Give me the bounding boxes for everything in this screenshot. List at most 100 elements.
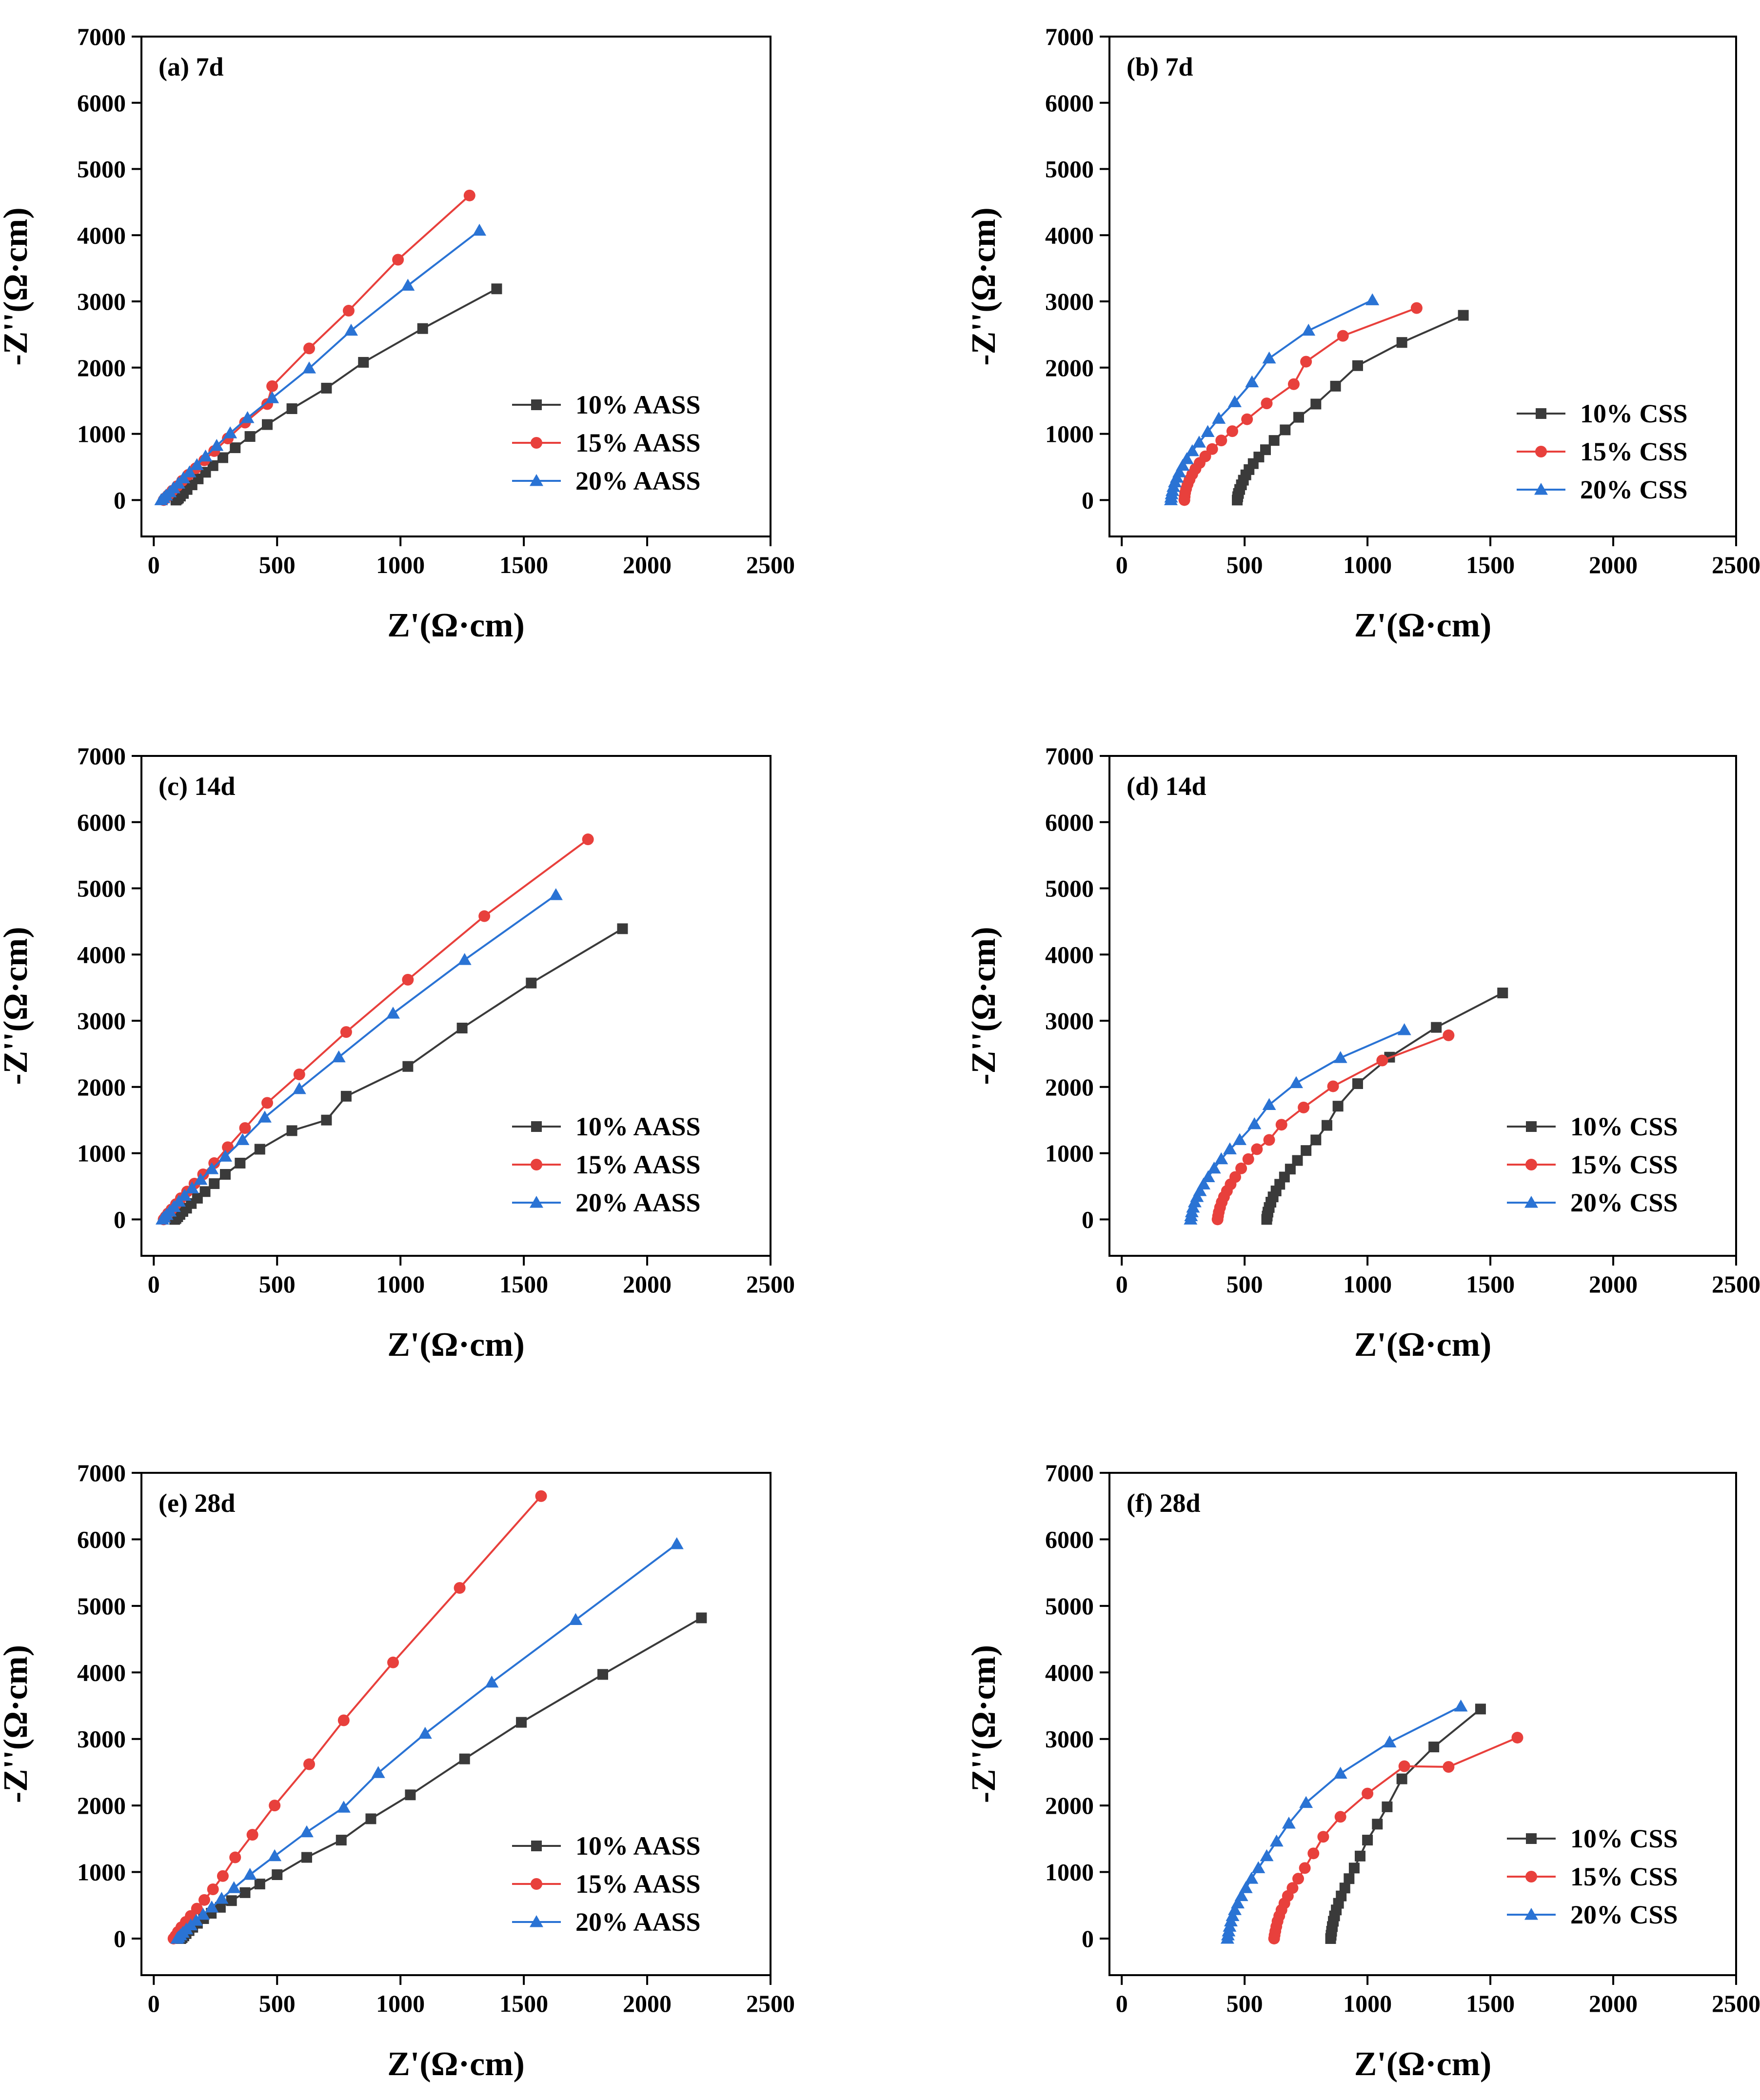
series-10pct <box>1232 310 1469 506</box>
data-point <box>1206 443 1218 455</box>
data-point <box>459 1753 470 1764</box>
y-tick-label: 7000 <box>77 23 126 50</box>
series-15pct <box>1178 302 1423 506</box>
legend-entry: 20% AASS <box>575 1907 701 1937</box>
y-tick-label: 0 <box>1082 486 1094 514</box>
x-tick-label: 2500 <box>746 551 795 578</box>
panel-label: (e) 28d <box>158 1488 235 1518</box>
data-point <box>1428 1742 1440 1753</box>
data-point <box>235 1157 246 1169</box>
x-tick-label: 1000 <box>1343 1990 1392 2017</box>
y-tick-label: 0 <box>1082 1206 1094 1233</box>
data-point <box>1292 1873 1305 1885</box>
series-10pct <box>170 283 502 506</box>
data-point <box>243 1868 257 1880</box>
data-point <box>1330 380 1341 392</box>
data-point <box>1327 1080 1339 1092</box>
x-tick-label: 2000 <box>623 1270 672 1298</box>
y-tick-label: 7000 <box>1045 1459 1094 1486</box>
legend-marker <box>1525 1159 1537 1170</box>
data-point <box>286 1125 297 1136</box>
data-point <box>473 223 487 236</box>
legend: 10% AASS 15% AASS 20% AASS <box>512 1112 701 1217</box>
data-point <box>670 1537 684 1549</box>
data-point <box>1176 458 1190 471</box>
legend: 10% CSS 15% CSS 20% CSS <box>1517 399 1688 504</box>
data-point <box>1310 398 1322 410</box>
x-tick-label: 1500 <box>1466 551 1515 578</box>
data-point <box>1280 424 1291 436</box>
y-axis-title: -Z''(Ω·cm) <box>965 927 1003 1085</box>
x-tick-label: 2000 <box>1589 1270 1638 1298</box>
data-point <box>1233 1133 1247 1145</box>
legend-entry: 15% AASS <box>575 1869 701 1899</box>
series-line <box>162 838 589 1220</box>
data-point <box>1299 1862 1311 1874</box>
chart-panel-0: 0 500 1000 1500 2000 2500 0 1000 2000 3000 4000 500… <box>0 23 795 644</box>
data-point <box>1245 375 1259 388</box>
data-point <box>1268 435 1280 446</box>
data-point <box>269 1800 281 1812</box>
legend-entry: 10% CSS <box>1570 1824 1678 1853</box>
legend-marker <box>1526 1121 1537 1132</box>
data-point <box>217 452 228 463</box>
data-point <box>1251 1861 1266 1873</box>
data-point <box>1300 356 1312 368</box>
data-point <box>303 342 315 355</box>
data-point <box>1362 1835 1373 1846</box>
data-point <box>254 1144 265 1155</box>
y-tick-label: 5000 <box>77 875 126 902</box>
series-line <box>175 288 497 501</box>
y-tick-label: 4000 <box>77 221 126 249</box>
legend: 10% AASS 15% AASS 20% AASS <box>512 1831 701 1937</box>
y-tick-label: 0 <box>114 1925 126 1952</box>
data-point <box>1247 1117 1262 1129</box>
x-tick-label: 2000 <box>623 551 672 578</box>
legend: 10% CSS 15% CSS 20% CSS <box>1507 1112 1678 1217</box>
x-tick-label: 0 <box>148 551 160 578</box>
data-point <box>226 1895 237 1906</box>
data-point <box>1226 425 1238 437</box>
data-point <box>1302 323 1316 336</box>
data-point <box>178 1189 192 1201</box>
y-tick-label: 6000 <box>77 89 126 117</box>
legend: 10% AASS 15% AASS 20% AASS <box>512 390 701 495</box>
y-tick-label: 4000 <box>77 1659 126 1686</box>
plot-frame <box>140 1472 771 1976</box>
chart-panel-2: 0 500 1000 1500 2000 2500 0 1000 2000 3000 4000 500… <box>0 742 795 1364</box>
data-point <box>1332 1101 1344 1112</box>
data-point <box>1269 1834 1284 1847</box>
data-point <box>386 1007 400 1019</box>
x-tick-label: 1000 <box>376 1990 425 2017</box>
data-point <box>1235 1162 1247 1174</box>
x-tick-label: 2500 <box>1712 551 1760 578</box>
data-point <box>1292 1155 1303 1166</box>
data-point <box>1207 1161 1221 1174</box>
y-axis-title: -Z''(Ω·cm) <box>965 1645 1003 1803</box>
data-point <box>1192 436 1206 448</box>
data-point <box>321 382 332 394</box>
data-point <box>286 403 297 414</box>
data-point <box>1180 452 1194 464</box>
data-point <box>1260 1849 1274 1862</box>
series-15pct <box>1268 1731 1523 1944</box>
data-point <box>1234 1889 1248 1902</box>
data-point <box>1337 330 1349 342</box>
data-point <box>1293 412 1305 423</box>
data-point <box>365 1813 376 1824</box>
data-point <box>340 1026 352 1038</box>
x-tick-label: 500 <box>1226 551 1263 578</box>
series-20pct <box>154 223 487 505</box>
data-point <box>516 1717 527 1728</box>
y-tick-label: 3000 <box>1045 1007 1094 1034</box>
data-point <box>336 1801 351 1813</box>
legend-marker <box>531 1121 542 1132</box>
chart-panel-3: 0 500 1000 1500 2000 2500 0 1000 2000 3000 4000 500… <box>965 742 1760 1364</box>
data-point <box>344 323 358 336</box>
data-point <box>198 1894 210 1906</box>
legend-entry: 15% CSS <box>1570 1150 1678 1179</box>
data-point <box>220 1169 231 1180</box>
legend-entry: 20% AASS <box>575 1188 701 1217</box>
data-point <box>299 1825 314 1838</box>
